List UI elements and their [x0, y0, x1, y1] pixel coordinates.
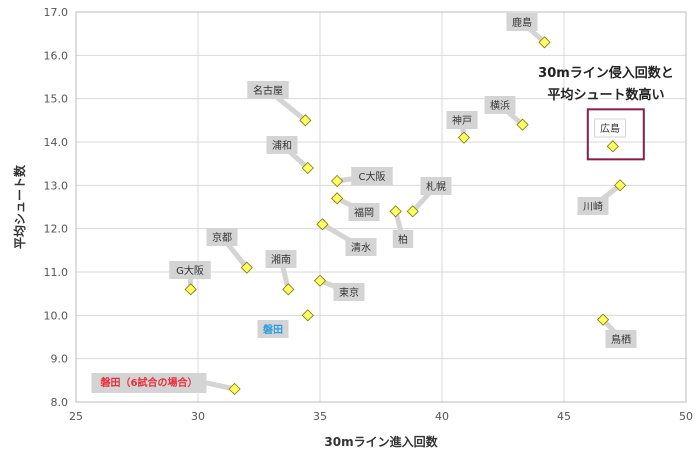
- point-label-bg: [345, 238, 377, 256]
- point-label: 浦和: [272, 139, 292, 152]
- data-point-marker: [240, 261, 253, 274]
- point-label: 横浜: [490, 99, 510, 112]
- point-label-bg: [348, 203, 380, 221]
- point-label: 柏: [398, 233, 408, 246]
- data-point-marker: [538, 36, 551, 49]
- point-label-bg: [577, 197, 609, 215]
- point-label-bg: [265, 250, 297, 268]
- point-label-bg: [392, 230, 414, 248]
- point-label-bg: [605, 330, 637, 348]
- point-label-bg: [594, 118, 626, 138]
- data-point-marker: [406, 205, 419, 218]
- y-tick-labels: 8.0 9.0 10.0 11.0 12.0 13.0 14.0 15.0 16.0 17.0: [44, 6, 69, 409]
- data-point-marker: [606, 140, 619, 153]
- data-point-marker: [331, 192, 344, 205]
- point-label: 磐田（6試合の場合）: [101, 376, 198, 389]
- point-label: 名古屋: [253, 84, 283, 97]
- point-label-bg: [506, 13, 538, 31]
- x-tick-label: 40: [435, 410, 449, 423]
- data-point-marker: [299, 114, 312, 127]
- point-label: G大阪: [176, 264, 204, 277]
- data-point-marker: [614, 179, 627, 192]
- point-label-bg: [91, 373, 207, 393]
- y-tick-label: 10.0: [44, 309, 69, 322]
- y-tick-label: 12.0: [44, 223, 69, 236]
- x-tick-label: 45: [557, 410, 571, 423]
- y-tick-label: 17.0: [44, 6, 69, 19]
- point-label: 東京: [339, 286, 359, 299]
- label-leader: [200, 379, 238, 392]
- point-label-bg: [257, 320, 289, 338]
- point-label: 清水: [351, 241, 371, 254]
- data-point-marker: [516, 118, 529, 131]
- y-tick-label: 16.0: [44, 49, 69, 62]
- point-label: C大阪: [359, 170, 386, 183]
- plot-area-frame: [75, 11, 687, 403]
- point-label-bg: [266, 136, 298, 154]
- data-point-marker: [389, 205, 402, 218]
- data-points: [184, 36, 627, 396]
- point-label: 鹿島: [512, 16, 532, 29]
- data-point-marker: [596, 313, 610, 326]
- point-label: 広島: [600, 122, 620, 135]
- point-label: 鳥栖: [611, 333, 631, 346]
- data-point-marker: [228, 382, 241, 396]
- point-label-bg: [351, 167, 393, 185]
- point-label: 神戸: [452, 114, 472, 127]
- x-tick-label: 50: [679, 410, 693, 423]
- x-tick-label: 25: [69, 410, 83, 423]
- y-axis-title: 平均シュート数: [12, 164, 27, 249]
- point-label-bg: [169, 261, 211, 279]
- y-tick-label: 15.0: [44, 93, 69, 106]
- data-point-marker: [313, 274, 327, 287]
- data-point-marker: [184, 283, 197, 296]
- y-tick-label: 11.0: [44, 266, 69, 279]
- data-point-marker: [282, 283, 295, 296]
- y-tick-label: 14.0: [44, 136, 69, 149]
- highlight-box: [586, 108, 645, 161]
- x-axis-title: 30mライン進入回数: [324, 434, 438, 449]
- y-tick-label: 13.0: [44, 179, 69, 192]
- point-label-bg: [420, 177, 452, 195]
- data-point-marker: [457, 131, 471, 144]
- point-label-bg: [446, 111, 478, 129]
- point-label: 湘南: [271, 253, 291, 266]
- point-label: 京都: [212, 231, 232, 244]
- point-label: 川崎: [583, 200, 603, 213]
- y-tick-label: 8.0: [51, 396, 69, 409]
- data-point-marker: [301, 309, 314, 322]
- y-tick-label: 9.0: [51, 353, 69, 366]
- annotation-line-2: 平均シュート数高い: [547, 87, 664, 103]
- data-point-marker: [331, 174, 344, 188]
- point-label-bg: [206, 228, 238, 246]
- point-label-bg: [333, 283, 365, 301]
- x-tick-label: 30: [191, 410, 205, 423]
- point-label: 磐田: [263, 323, 283, 336]
- annotation-line-1: 30mライン侵入回数と: [538, 65, 674, 81]
- point-label-bg: [247, 81, 289, 99]
- point-label: 福岡: [354, 206, 374, 219]
- point-label-bg: [484, 96, 516, 114]
- x-tick-labels: 25 30 35 40 45 50: [69, 410, 693, 423]
- point-label: 札幌: [426, 180, 446, 193]
- data-point-marker: [316, 218, 329, 231]
- x-tick-label: 35: [313, 410, 327, 423]
- data-point-marker: [301, 161, 314, 175]
